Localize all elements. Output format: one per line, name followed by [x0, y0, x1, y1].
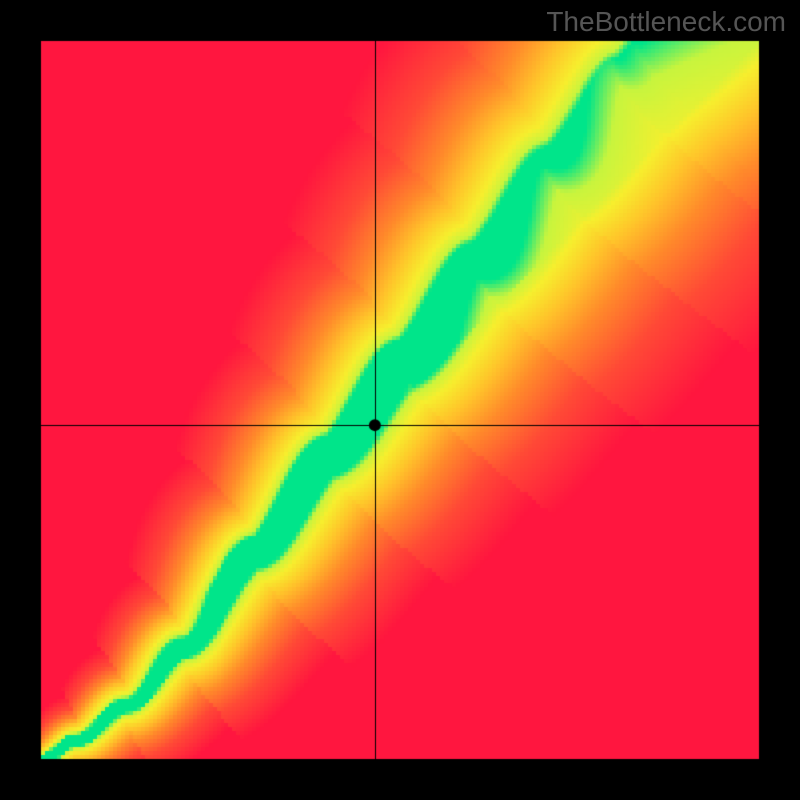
chart-stage: TheBottleneck.com: [0, 0, 800, 800]
watermark-label: TheBottleneck.com: [546, 6, 786, 38]
heatmap-canvas: [0, 0, 800, 800]
